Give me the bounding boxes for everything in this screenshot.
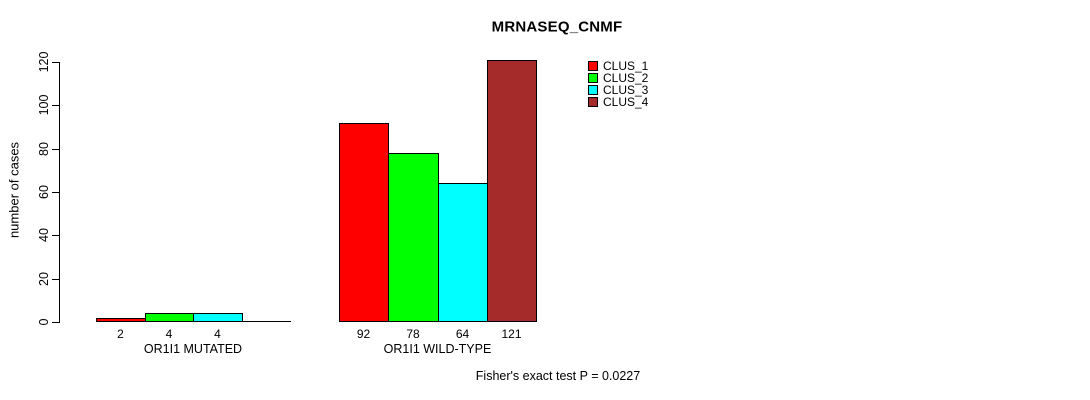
y-axis-line [59, 62, 60, 323]
y-tick-80 [52, 149, 59, 150]
bar-value-label-clus-4-or1i1-wild-type: 121 [501, 327, 522, 341]
y-tick-label-20: 20 [37, 272, 51, 286]
legend-label-clus-2: CLUS_2 [603, 71, 649, 85]
y-tick-0 [52, 322, 59, 323]
legend-swatch-clus-3 [588, 85, 598, 95]
chart-title: MRNASEQ_CNMF [491, 18, 623, 36]
bar-clus-1-or1i1-mutated [96, 318, 146, 322]
legend-row-clus-4: CLUS_4 [588, 95, 649, 109]
bar-clus-2-or1i1-wild-type [388, 153, 439, 322]
bar-value-label-clus-2-or1i1-wild-type: 78 [406, 327, 420, 341]
legend-swatch-clus-4 [588, 97, 598, 107]
legend-label-clus-4: CLUS_4 [603, 95, 649, 109]
y-tick-label-80: 80 [37, 142, 51, 156]
legend-label-clus-1: CLUS_1 [603, 59, 649, 73]
bar-clus-3-or1i1-wild-type [438, 183, 488, 322]
y-tick-60 [52, 192, 59, 193]
legend-row-clus-3: CLUS_3 [588, 83, 649, 97]
y-tick-label-60: 60 [37, 185, 51, 199]
bar-clus-1-or1i1-wild-type [339, 123, 389, 322]
bar-value-label-clus-2-or1i1-mutated: 4 [165, 327, 173, 341]
y-tick-40 [52, 235, 59, 236]
bar-value-label-clus-3-or1i1-wild-type: 64 [455, 327, 470, 341]
y-tick-label-100: 100 [37, 94, 51, 116]
bar-value-label-clus-3-or1i1-mutated: 4 [214, 327, 221, 341]
bar-clus-3-or1i1-mutated [193, 313, 243, 322]
legend-row-clus-1: CLUS_1 [588, 59, 649, 73]
legend-swatch-clus-2 [588, 73, 598, 83]
legend: CLUS_1 CLUS_2 CLUS_3 CLUS_4 [588, 59, 649, 109]
legend-row-clus-2: CLUS_2 [588, 71, 649, 85]
bar-clus-4-or1i1-wild-type [487, 60, 537, 322]
bar-value-label-clus-1-or1i1-wild-type: 92 [356, 327, 371, 341]
y-tick-100 [52, 105, 59, 106]
bar-clus-2-or1i1-mutated [145, 313, 194, 322]
bar-clus-4-or1i1-mutated-zero [242, 321, 291, 322]
y-tick-20 [52, 279, 59, 280]
y-tick-120 [52, 62, 59, 63]
group-label-or1i1-wild-type: OR1I1 WILD-TYPE [383, 342, 492, 356]
annotation-fishers-exact-test: Fisher's exact test P = 0.0227 [475, 369, 641, 383]
legend-label-clus-3: CLUS_3 [603, 83, 649, 97]
y-tick-label-0: 0 [37, 318, 51, 326]
y-tick-label-120: 120 [37, 51, 51, 73]
bar-value-label-clus-1-or1i1-mutated: 2 [117, 327, 124, 341]
y-tick-label-40: 40 [37, 228, 51, 242]
group-label-or1i1-mutated: OR1I1 MUTATED [143, 342, 243, 356]
legend-swatch-clus-1 [588, 61, 598, 71]
